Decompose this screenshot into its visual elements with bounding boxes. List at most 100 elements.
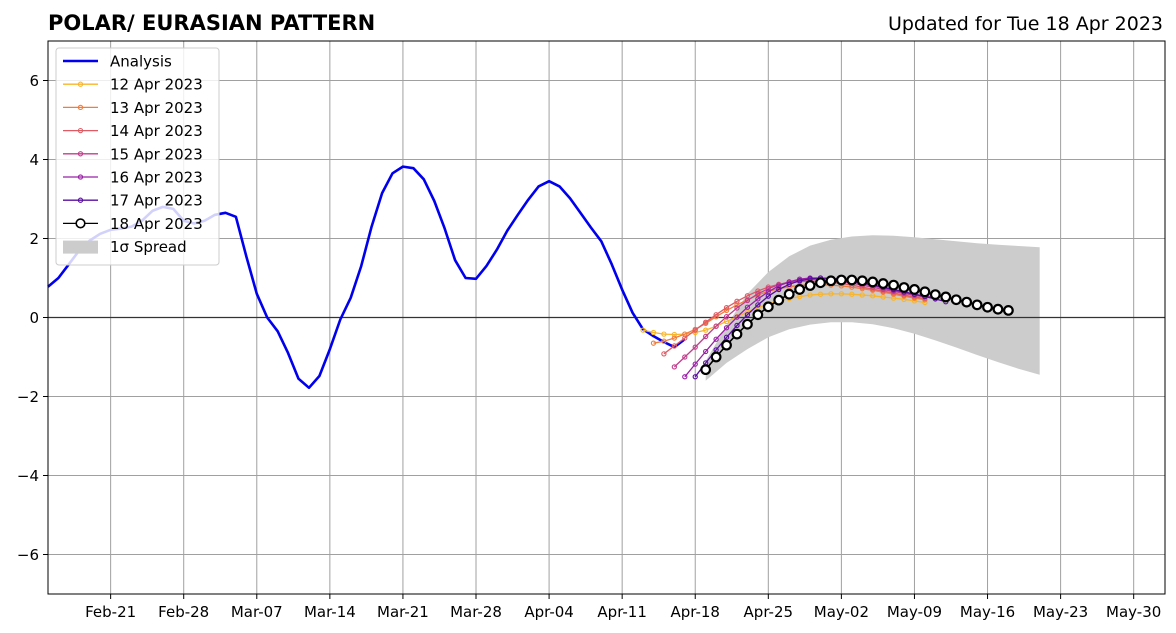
legend-entry: 12 Apr 2023 [63,76,203,94]
forecast-point [870,293,876,299]
forecast-point [671,331,678,338]
forecast-point [950,294,962,306]
forecast-point [838,291,845,297]
forecast-point [888,279,899,291]
forecast-point [765,286,771,292]
forecast-point [671,364,678,370]
legend-entry: 18 Apr 2023 [63,215,203,233]
forecast-point [734,314,740,320]
legend-box [55,47,220,266]
forecast-point [752,309,764,321]
legend-entry: 1σ Spread [63,238,187,256]
x-tick-label: Feb-21 [85,603,136,621]
legend-marker [77,104,84,111]
forecast-point [742,318,753,330]
legend-marker [75,218,86,229]
y-tick-label: 6 [29,72,39,90]
forecast-point [971,299,983,311]
x-tick-label: Mar-21 [377,603,429,621]
forecast-point [721,339,732,351]
forecast-point [744,312,751,318]
y-tick-label: −4 [17,467,39,485]
forecast-point [710,351,722,363]
forecast-point [794,284,806,295]
legend-swatch [63,240,98,254]
y-tick-label: 4 [29,151,39,169]
legend-marker [77,151,84,157]
legend-entry: 13 Apr 2023 [63,99,203,117]
spread-area [705,235,1040,381]
x-tick-label: May-23 [1033,603,1088,621]
legend-label: 1σ Spread [110,238,187,256]
y-axis: 6 4 2 0 −2 −4 −6 [17,72,48,564]
y-tick-label: 0 [29,309,39,327]
forecast-point [650,340,657,346]
forecast-point [723,334,730,340]
forecast-point [723,325,730,331]
x-tick-label: May-16 [960,603,1015,621]
forecast-point [773,294,785,306]
forecast-point [796,278,803,284]
forecast-point [734,322,740,329]
forecast-point [929,289,941,300]
forecast-point [731,328,743,340]
forecast-point [661,338,667,344]
forecast-point [692,361,698,367]
legend-marker [77,197,84,203]
legend-label: 18 Apr 2023 [110,215,203,233]
forecast-point [755,302,761,308]
forecast-point [807,292,813,298]
x-tick-label: Apr-11 [597,603,647,621]
forecast-point [825,275,837,287]
x-tick-label: May-09 [887,603,942,621]
legend-label: 14 Apr 2023 [110,122,203,140]
chart-title: POLAR/ EURASIAN PATTERN [48,11,375,35]
forecast-point [776,283,782,289]
x-tick-label: Mar-28 [450,603,502,621]
forecast-point [961,296,973,308]
forecast-point [682,335,688,341]
forecast-point [682,354,688,360]
forecast-point [692,374,698,380]
forecast-point [682,374,688,380]
forecast-point [786,281,792,287]
forecast-point [723,304,730,311]
forecast-point [1003,304,1014,316]
spread-band [705,235,1040,381]
y-tick-label: −2 [17,388,39,406]
forecast-point [734,305,740,311]
forecast-point [692,327,698,333]
legend-marker [77,174,84,180]
chart-subtitle: Updated for Tue 18 Apr 2023 [888,13,1163,35]
forecast-point [776,286,782,293]
forecast-point [744,297,751,304]
forecast-point [703,327,709,333]
forecast-point [661,351,667,357]
legend-label: 15 Apr 2023 [110,145,203,163]
forecast-point [734,302,740,308]
legend-label: 16 Apr 2023 [110,169,203,187]
forecast-point [765,293,771,299]
forecast-point [982,301,993,313]
forecast-point [867,276,879,288]
legend-label: 12 Apr 2023 [110,76,203,94]
forecast-point [859,292,865,298]
forecast-point [898,282,910,293]
forecast-point [700,364,712,376]
forecast-18-apr-2023 [700,274,1014,376]
legend: Analysis 12 Apr 2023 13 Apr 2023 14 Apr 202… [55,47,220,266]
forecast-point [640,327,646,333]
x-tick-label: Apr-18 [670,603,720,621]
forecast-point [661,331,667,337]
legend-marker [77,81,84,87]
legend-entry: 15 Apr 2023 [63,145,203,163]
forecast-point [650,329,657,336]
forecast-point [856,275,868,287]
legend-marker [77,127,84,134]
legend-entry: 16 Apr 2023 [63,169,203,187]
legend-label: 13 Apr 2023 [110,99,203,117]
forecast-point [828,291,834,297]
forecast-point [940,291,952,303]
forecast-point [703,319,709,325]
x-tick-label: Mar-14 [304,603,356,621]
